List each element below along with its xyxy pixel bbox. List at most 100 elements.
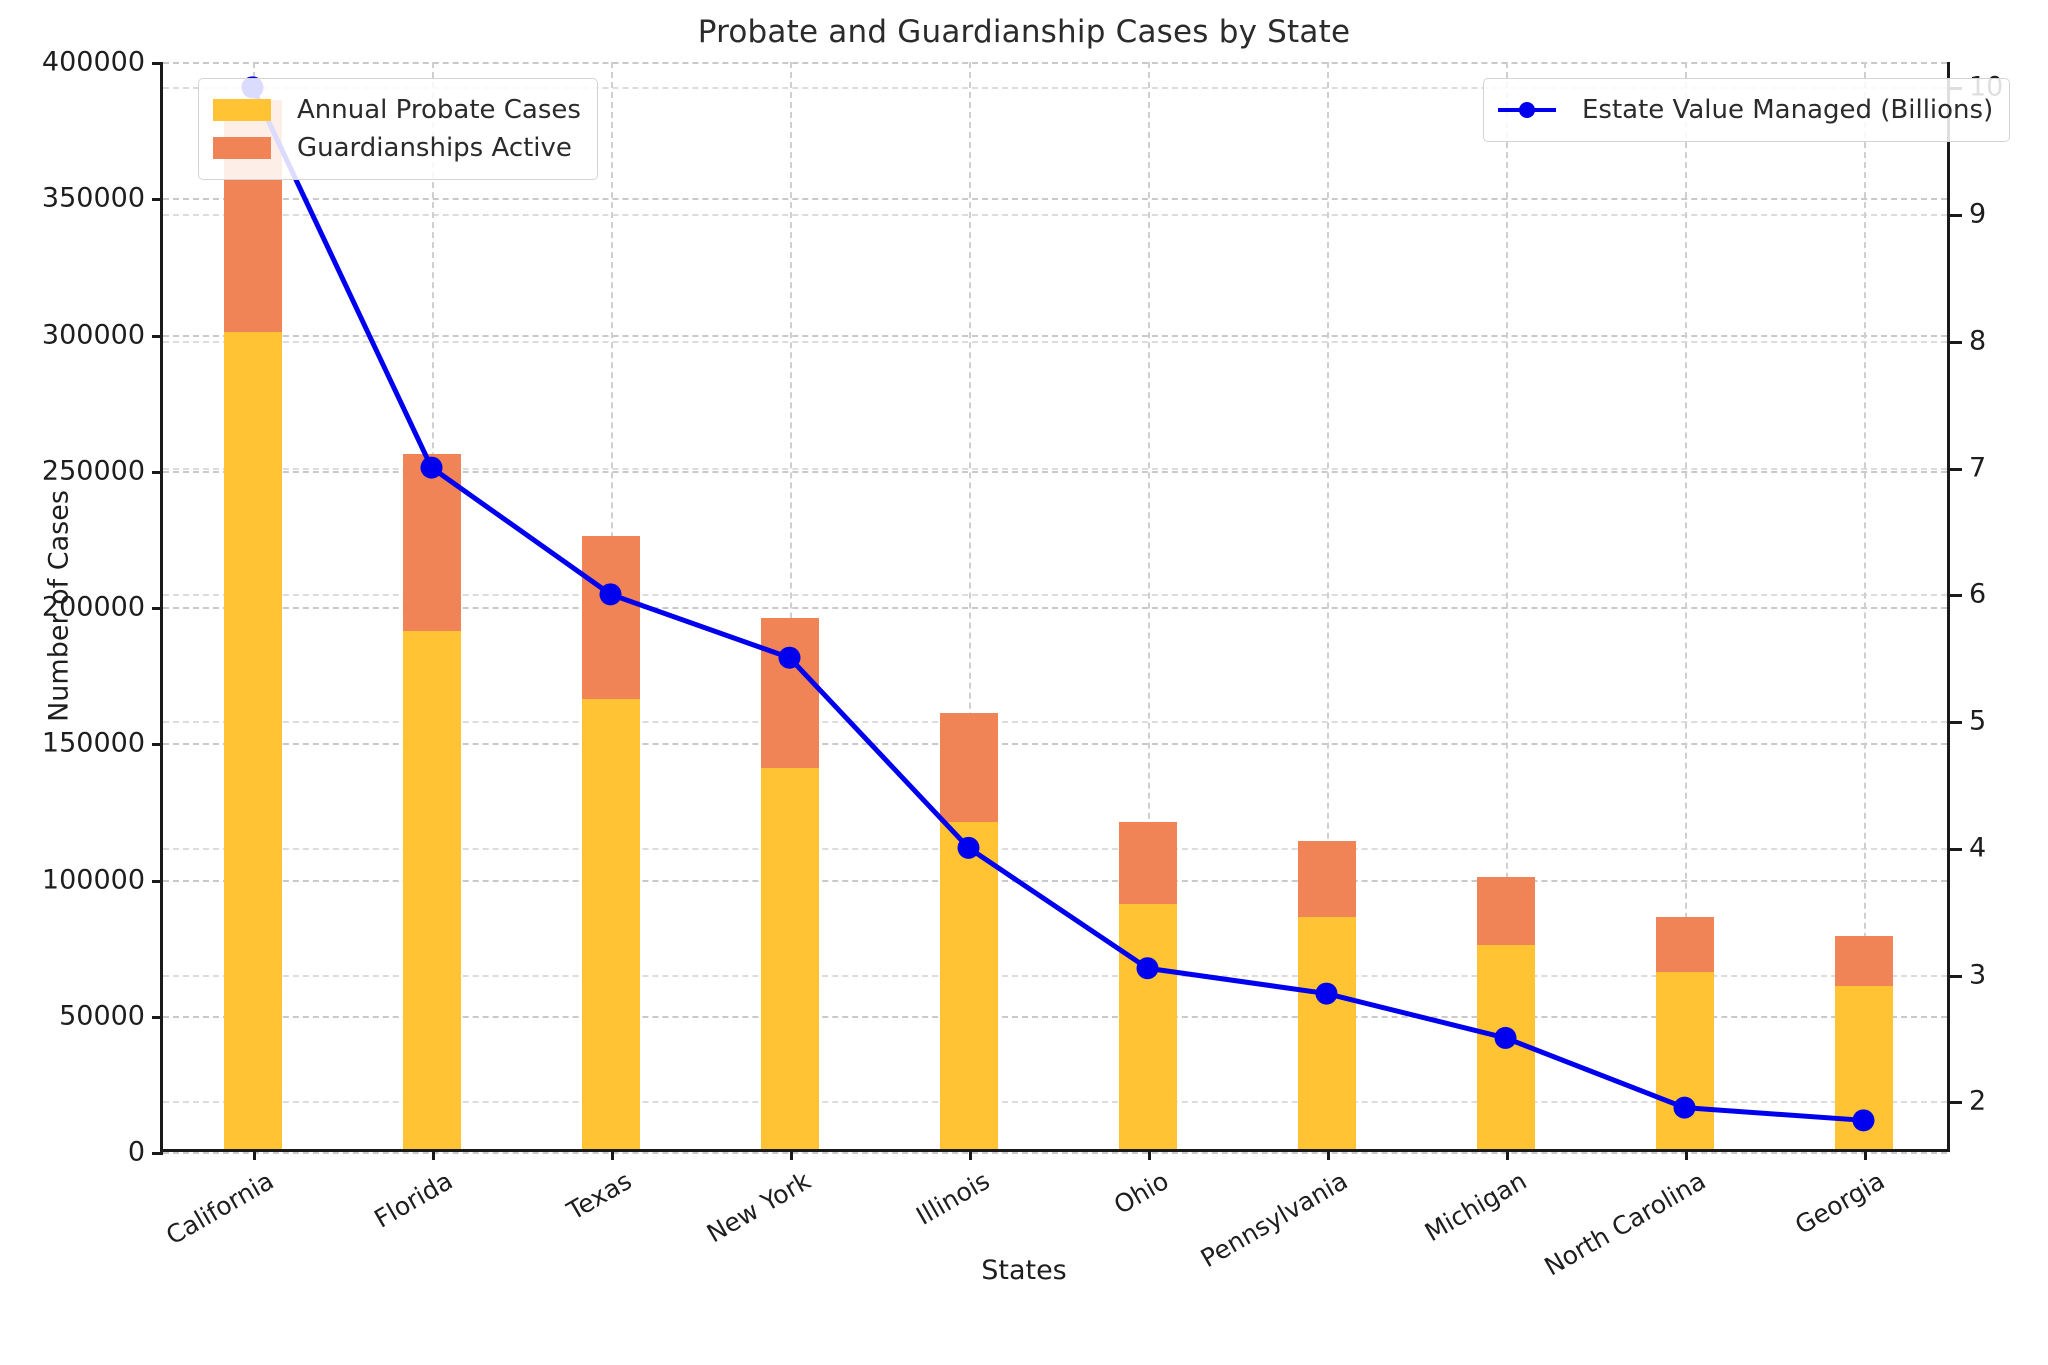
y-tickmark-left: [152, 1015, 163, 1019]
legend-item-label: Annual Probate Cases: [297, 95, 581, 125]
bar-segment-guardianships-active: [1834, 936, 1893, 986]
legend-bars: Annual Probate Cases Guardianships Active: [198, 78, 598, 180]
x-tickmark: [968, 1149, 972, 1160]
x-tick-label-texas: Texas: [561, 1166, 636, 1226]
legend-line-marker-icon: [1498, 99, 1556, 121]
y-tickmark-right: [1950, 214, 1962, 218]
bar-segment-annual-probate-cases: [223, 331, 282, 1149]
plot-area: 0 50000 100000 150000 200000 250000 300000 3500…: [42, 47, 2003, 1168]
y-tickmark-left: [152, 743, 163, 747]
y-tickmark-left: [152, 607, 163, 610]
gridline-horizontal: [163, 62, 1947, 64]
y-tickmark-left: [152, 62, 163, 65]
bar-north-carolina: [1655, 917, 1714, 1149]
bar-california: [223, 99, 282, 1149]
legend-swatch-icon: [213, 99, 271, 121]
bar-segment-guardianships-active: [1297, 841, 1356, 918]
y-tick-label-left: 250000: [41, 455, 145, 487]
y-axis-label-left: Number of Cases: [43, 489, 75, 722]
legend-item-label: Estate Value Managed (Billions): [1582, 95, 1994, 125]
y-tickmark-left: [152, 1152, 163, 1155]
bar-segment-guardianships-active: [402, 454, 461, 632]
bar-segment-annual-probate-cases: [1476, 944, 1535, 1149]
bar-texas: [581, 535, 640, 1149]
legend-item[interactable]: Estate Value Managed (Billions): [1498, 91, 1993, 129]
x-tick-label-illinois: Illinois: [910, 1166, 994, 1231]
page-title: Probate and Guardianship Cases by State: [697, 14, 1351, 50]
y-tick-label-left: 50000: [59, 1000, 145, 1032]
bar-segment-annual-probate-cases: [939, 822, 998, 1149]
y-tick-label-right: 5: [1969, 705, 1987, 737]
bar-segment-annual-probate-cases: [1834, 985, 1893, 1149]
bar-segment-guardianships-active: [1118, 822, 1177, 904]
x-tickmark: [1147, 1149, 1151, 1160]
x-tickmark: [789, 1149, 793, 1160]
bar-segment-guardianships-active: [1476, 876, 1535, 945]
x-tickmark: [1326, 1149, 1330, 1160]
bar-michigan: [1476, 876, 1535, 1149]
x-tick-label-california: California: [160, 1166, 278, 1251]
bar-segment-annual-probate-cases: [1118, 903, 1177, 1149]
y-tick-label-right: 3: [1969, 959, 1987, 991]
y-tickmark-left: [152, 334, 163, 338]
y-tick-label-left: 100000: [41, 864, 145, 895]
bar-segment-annual-probate-cases: [1297, 917, 1356, 1149]
bar-florida: [402, 454, 461, 1149]
x-tick-label-florida: Florida: [368, 1166, 457, 1234]
gridline-horizontal: [163, 1152, 1947, 1154]
y-tickmark-right: [1950, 974, 1962, 978]
bar-new-york: [760, 617, 819, 1149]
x-tickmark: [431, 1149, 435, 1160]
x-tick-label-georgia: Georgia: [1789, 1166, 1889, 1241]
y-tick-label-right: 9: [1969, 198, 1987, 230]
y-tick-label-left: 300000: [41, 319, 145, 350]
x-axis-label: States: [981, 1255, 1067, 1286]
y-tickmark-right: [1950, 847, 1962, 851]
bar-segment-annual-probate-cases: [581, 699, 640, 1149]
legend-item[interactable]: Annual Probate Cases: [213, 91, 581, 129]
y-tickmark-right: [1950, 467, 1962, 471]
y-tick-label-right: 8: [1969, 325, 1987, 357]
legend-swatch-icon: [213, 137, 271, 159]
bar-segment-guardianships-active: [760, 617, 819, 768]
bar-pennsylvania: [1297, 841, 1356, 1149]
y-tick-label-right: 6: [1969, 578, 1987, 610]
y-tickmark-right: [1950, 340, 1962, 344]
y-tick-label-left: 350000: [41, 182, 145, 214]
bar-georgia: [1834, 936, 1893, 1149]
y-tickmark-left: [152, 879, 163, 883]
legend-item[interactable]: Guardianships Active: [213, 129, 581, 167]
x-tickmark: [252, 1149, 256, 1160]
y-tick-label-right: 4: [1969, 832, 1987, 864]
legend-item-label: Guardianships Active: [297, 133, 572, 163]
y-tick-label-right: 7: [1969, 452, 1987, 484]
x-tickmark: [1684, 1149, 1688, 1160]
x-tick-label-ohio: Ohio: [1108, 1166, 1173, 1220]
y-tick-label-left: 200000: [41, 591, 145, 623]
bar-illinois: [939, 713, 998, 1149]
bar-segment-guardianships-active: [1655, 917, 1714, 972]
y-tick-label-left: 400000: [41, 46, 145, 78]
bar-segment-annual-probate-cases: [402, 631, 461, 1149]
line-path-estate-value: [250, 84, 1866, 1123]
y-tickmark-right: [1950, 594, 1962, 598]
bar-segment-guardianships-active: [581, 535, 640, 700]
y-tick-label-left: 150000: [41, 727, 145, 759]
y-tick-label-left: 0: [127, 1136, 145, 1168]
x-tickmark: [1505, 1149, 1509, 1160]
bar-segment-annual-probate-cases: [1655, 971, 1714, 1149]
y-tickmark-right: [1950, 1101, 1962, 1105]
x-tickmark: [610, 1149, 614, 1160]
x-tick-label-michigan: Michigan: [1419, 1166, 1531, 1248]
bar-segment-guardianships-active: [939, 713, 998, 822]
bar-ohio: [1118, 822, 1177, 1149]
y-tick-label-right: 2: [1969, 1085, 1987, 1117]
x-tickmark: [1863, 1149, 1867, 1160]
bar-segment-annual-probate-cases: [760, 767, 819, 1149]
y-tickmark-right: [1950, 721, 1962, 725]
legend-line: Estate Value Managed (Billions): [1483, 78, 2011, 142]
y-tickmark-left: [152, 470, 163, 474]
x-tick-label-new-york: New York: [701, 1166, 815, 1249]
y-tickmark-left: [152, 198, 163, 202]
